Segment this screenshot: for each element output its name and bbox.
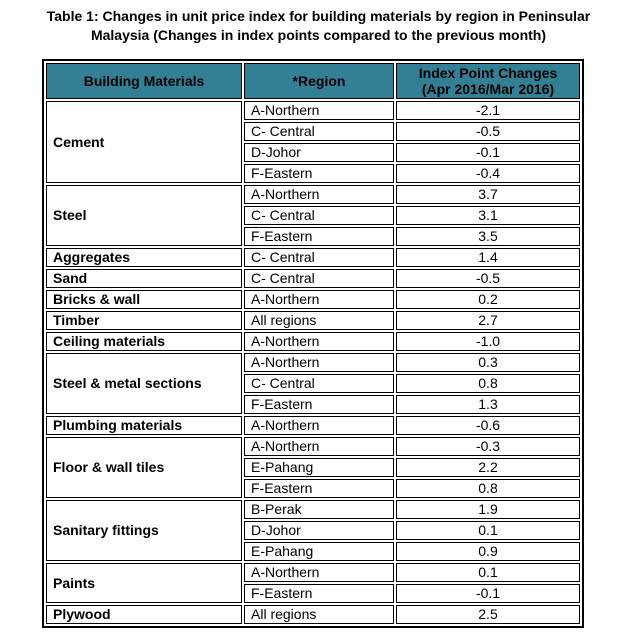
header-building-materials: Building Materials <box>46 63 242 99</box>
table-row: Paints A-Northern 0.1 <box>46 563 580 603</box>
value-cell: -0.5 <box>396 122 580 141</box>
region-cell: F-Eastern <box>244 227 394 246</box>
region-cell: C- Central <box>244 374 394 393</box>
material-cell: Bricks & wall <box>46 290 242 309</box>
value-cell: 3.1 <box>396 206 580 225</box>
value-cell: 1.4 <box>396 248 580 267</box>
value-cell: 0.1 <box>396 521 580 540</box>
region-cell: A-Northern <box>244 563 394 582</box>
building-materials-table: Building Materials *Region Index Point C… <box>42 59 584 628</box>
header-region: *Region <box>244 63 394 99</box>
table-row: Plumbing materials A-Northern -0.6 <box>46 416 580 435</box>
page-title: Table 1: Changes in unit price index for… <box>0 7 637 45</box>
value-cell: 0.8 <box>396 479 580 498</box>
table-row: C- Central 0.8 <box>46 374 580 393</box>
page-title-line2: Malaysia (Changes in index points compar… <box>90 27 547 43</box>
region-cell: F-Eastern <box>244 479 394 498</box>
table-row: D-Johor -0.1 <box>46 143 580 162</box>
region-cell: E-Pahang <box>244 458 394 477</box>
table-row: C- Central 3.1 <box>46 206 580 225</box>
header-index-line2: (Apr 2016/Mar 2016) <box>421 81 555 97</box>
material-cell: Steel <box>46 185 242 246</box>
table-row: F-Eastern 3.5 <box>46 227 580 246</box>
page-title-line1: Table 1: Changes in unit price index for… <box>46 8 591 24</box>
value-cell: -2.1 <box>396 101 580 120</box>
table-row: C- Central -0.5 <box>46 122 580 141</box>
region-cell: C- Central <box>244 206 394 225</box>
region-cell: A-Northern <box>244 416 394 435</box>
value-cell: -0.6 <box>396 416 580 435</box>
material-cell: Timber <box>46 311 242 330</box>
region-cell: B-Perak <box>244 500 394 519</box>
value-cell: 2.7 <box>396 311 580 330</box>
value-cell: 0.8 <box>396 374 580 393</box>
table-row: Cement A-Northern -2.1 <box>46 101 580 183</box>
region-cell: C- Central <box>244 248 394 267</box>
value-cell: 0.3 <box>396 353 580 372</box>
table-row: F-Eastern -0.1 <box>46 584 580 603</box>
material-cell: Plywood <box>46 605 242 624</box>
material-cell: Sand <box>46 269 242 288</box>
region-cell: E-Pahang <box>244 542 394 561</box>
material-cell: Plumbing materials <box>46 416 242 435</box>
table-row: D-Johor 0.1 <box>46 521 580 540</box>
value-cell: 0.9 <box>396 542 580 561</box>
table-row: Sanitary fittings B-Perak 1.9 <box>46 500 580 561</box>
table-row: F-Eastern -0.4 <box>46 164 580 183</box>
value-cell: 3.7 <box>396 185 580 204</box>
region-cell: F-Eastern <box>244 395 394 414</box>
table-row: Ceiling materials A-Northern -1.0 <box>46 332 580 351</box>
table-row: Aggregates C- Central 1.4 <box>46 248 580 267</box>
table-row: Plywood All regions 2.5 <box>46 605 580 624</box>
value-cell: 0.1 <box>396 563 580 582</box>
material-cell: Sanitary fittings <box>46 500 242 561</box>
header-row: Building Materials *Region Index Point C… <box>46 63 580 99</box>
value-cell: -0.3 <box>396 437 580 456</box>
table-row: F-Eastern 0.8 <box>46 479 580 498</box>
region-cell: D-Johor <box>244 143 394 162</box>
region-cell: A-Northern <box>244 353 394 372</box>
region-cell: C- Central <box>244 122 394 141</box>
value-cell: 1.9 <box>396 500 580 519</box>
table-row: E-Pahang 0.9 <box>46 542 580 561</box>
value-cell: 2.5 <box>396 605 580 624</box>
table-row: Steel A-Northern 3.7 <box>46 185 580 246</box>
region-cell: All regions <box>244 605 394 624</box>
value-cell: -0.5 <box>396 269 580 288</box>
table-row: Floor & wall tiles A-Northern -0.3 <box>46 437 580 498</box>
region-cell: A-Northern <box>244 185 394 204</box>
region-cell: A-Northern <box>244 437 394 456</box>
table-row: Bricks & wall A-Northern 0.2 <box>46 290 580 309</box>
value-cell: 3.5 <box>396 227 580 246</box>
value-cell: 1.3 <box>396 395 580 414</box>
region-cell: A-Northern <box>244 290 394 309</box>
value-cell: 2.2 <box>396 458 580 477</box>
value-cell: -0.4 <box>396 164 580 183</box>
table-row: E-Pahang 2.2 <box>46 458 580 477</box>
region-cell: D-Johor <box>244 521 394 540</box>
table-row: Steel & metal sections A-Northern 0.3 <box>46 353 580 414</box>
value-cell: -1.0 <box>396 332 580 351</box>
value-cell: 0.2 <box>396 290 580 309</box>
table-row: Sand C- Central -0.5 <box>46 269 580 288</box>
region-cell: All regions <box>244 311 394 330</box>
material-cell: Aggregates <box>46 248 242 267</box>
material-cell: Cement <box>46 101 242 183</box>
region-cell: A-Northern <box>244 101 394 120</box>
header-index-point-changes: Index Point Changes (Apr 2016/Mar 2016) <box>396 63 580 99</box>
material-cell: Steel & metal sections <box>46 353 242 414</box>
value-cell: -0.1 <box>396 143 580 162</box>
region-cell: C- Central <box>244 269 394 288</box>
region-cell: A-Northern <box>244 332 394 351</box>
material-cell: Floor & wall tiles <box>46 437 242 498</box>
value-cell: -0.1 <box>396 584 580 603</box>
region-cell: F-Eastern <box>244 164 394 183</box>
material-cell: Paints <box>46 563 242 603</box>
header-index-line1: Index Point Changes <box>418 65 558 81</box>
table-row: F-Eastern 1.3 <box>46 395 580 414</box>
region-cell: F-Eastern <box>244 584 394 603</box>
table-row: Timber All regions 2.7 <box>46 311 580 330</box>
material-cell: Ceiling materials <box>46 332 242 351</box>
